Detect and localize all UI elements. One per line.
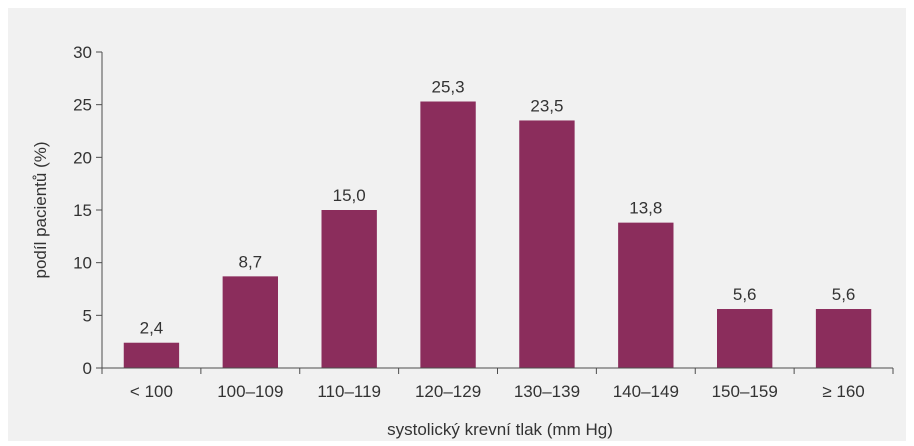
bar [815,309,872,368]
bar [321,210,377,368]
bar-value-label: 15,0 [333,186,366,205]
y-tick-label: 10 [73,254,92,273]
bar-value-label: 2,4 [140,319,164,338]
x-tick-label: < 100 [130,382,173,401]
x-tick-label: 140–149 [613,382,679,401]
bar-value-label: 8,7 [238,252,262,271]
y-axis-title: podíl pacientů (%) [31,141,50,278]
y-tick-label: 5 [83,306,92,325]
bar [519,120,575,368]
x-axis: < 100 100–109 110–119 120–129 130–139 140–149… [101,367,894,401]
bar-value-label: 5,6 [832,285,856,304]
y-tick-label: 0 [83,359,92,378]
bar [717,309,773,368]
bar-value-label: 5,6 [733,285,757,304]
y-tick-label: 30 [73,43,92,62]
x-tick-label: ≥ 160 [822,382,864,401]
x-tick-label: 120–129 [415,382,481,401]
bar-value-label: 25,3 [432,78,465,97]
bar [222,276,278,368]
bar [420,101,476,369]
bar-value-label: 23,5 [530,96,563,115]
bar [123,342,180,368]
x-tick-label: 130–139 [514,382,580,401]
y-tick-label: 15 [73,201,92,220]
x-tick-label: 150–159 [712,382,778,401]
bar-series [123,101,872,369]
bar [618,222,674,368]
bar-value-label: 13,8 [629,199,662,218]
x-tick-label: 110–119 [317,382,381,401]
x-axis-title: systolický krevní tlak (mm Hg) [387,420,613,439]
y-axis: 0 5 10 15 20 25 30 [73,43,103,378]
y-tick-label: 25 [73,96,92,115]
x-tick-label: 100–109 [217,382,283,401]
value-labels: 2,4 8,7 15,0 25,3 23,5 13,8 5,6 5,6 [140,78,856,338]
y-tick-label: 20 [73,148,92,167]
